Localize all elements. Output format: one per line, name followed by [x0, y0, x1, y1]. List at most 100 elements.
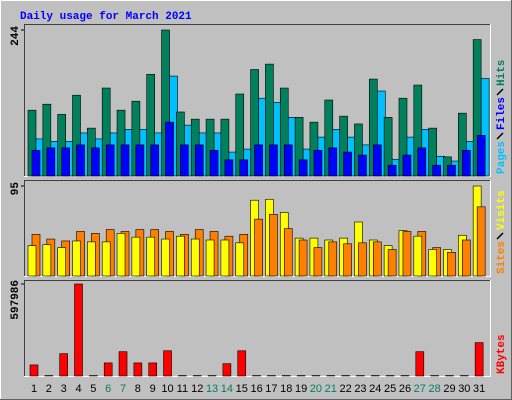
bar [209, 149, 219, 177]
bar [387, 249, 397, 277]
bar [372, 241, 382, 277]
bar [447, 164, 456, 177]
bar [222, 363, 232, 377]
x-tick-label: 8 [135, 383, 141, 395]
bar [269, 214, 278, 277]
x-tick-label: 2 [46, 383, 52, 395]
bar [190, 238, 200, 277]
chart-title: Daily usage for March 2021 [20, 11, 192, 23]
legend-label: Files [496, 97, 508, 130]
bar [283, 144, 293, 177]
x-tick-label: 31 [473, 383, 485, 395]
x-tick-label: 11 [177, 383, 188, 395]
bar [387, 164, 397, 177]
x-tick-label: 5 [90, 383, 96, 395]
bar [343, 151, 352, 177]
bar [283, 228, 293, 277]
bar [148, 362, 158, 377]
bar [120, 144, 130, 177]
bar [57, 247, 66, 277]
bar [239, 159, 249, 177]
legend-label: KBytes [496, 334, 508, 374]
bar [194, 144, 204, 177]
bar [432, 164, 441, 177]
bar [254, 218, 263, 277]
bar [328, 241, 338, 277]
bar [163, 350, 172, 377]
bar [76, 144, 85, 177]
bar [417, 147, 427, 177]
bar [476, 206, 486, 277]
panel [24, 280, 490, 376]
bar [269, 144, 278, 177]
x-tick-label: 15 [236, 383, 248, 395]
bar [131, 236, 141, 277]
x-tick-label: 16 [250, 383, 262, 395]
bar [103, 362, 113, 377]
legend-separator [496, 232, 504, 240]
bar [447, 252, 456, 277]
x-tick-label: 6 [105, 383, 111, 395]
x-tick-label: 9 [150, 383, 156, 395]
bar [101, 241, 111, 277]
bar [116, 233, 126, 277]
bar [150, 144, 160, 177]
bar [476, 135, 486, 177]
x-tick-label: 26 [399, 383, 411, 395]
y-tick-label: 597986 [10, 280, 22, 320]
bar [402, 231, 412, 277]
bar [224, 159, 234, 177]
x-tick-label: 21 [325, 383, 337, 395]
x-tick-label: 12 [191, 383, 203, 395]
legend-label: Sites [496, 241, 508, 274]
y-tick-label: 244 [10, 26, 22, 46]
bar [161, 238, 170, 277]
bar [298, 239, 308, 277]
bar [220, 239, 230, 277]
x-tick-label: 25 [384, 383, 396, 395]
bar [29, 364, 39, 377]
x-tick-label: 1 [31, 383, 37, 395]
bar [358, 154, 367, 177]
x-tick-label: 17 [265, 383, 277, 395]
bar [254, 144, 263, 177]
bar [313, 247, 323, 277]
bar [428, 249, 437, 277]
bar [59, 353, 68, 377]
bar [235, 242, 245, 277]
bar [313, 149, 323, 177]
x-tick-label: 28 [429, 383, 441, 395]
bar [372, 144, 382, 177]
bar [74, 283, 83, 377]
legend-separator [496, 132, 504, 140]
bar [118, 351, 128, 377]
x-tick-label: 23 [354, 383, 366, 395]
x-tick-label: 19 [295, 383, 307, 395]
bar [133, 362, 143, 377]
x-tick-label: 4 [75, 383, 81, 395]
x-tick-label: 7 [120, 383, 126, 395]
bar [474, 342, 484, 377]
bar [402, 154, 412, 177]
bar [27, 245, 37, 277]
x-tick-label: 24 [369, 383, 381, 395]
bar [146, 236, 156, 277]
x-tick-label: 3 [61, 383, 67, 395]
bar [205, 239, 215, 277]
bar [237, 350, 247, 377]
bar [165, 121, 174, 177]
bar [72, 240, 81, 277]
bar [298, 159, 308, 177]
bar [87, 241, 96, 277]
x-tick-label: 14 [221, 383, 233, 395]
x-tick-label: 13 [206, 383, 218, 395]
bar [462, 149, 471, 177]
x-tick-label: 18 [280, 383, 292, 395]
legend-separator [496, 88, 504, 96]
bar [328, 147, 338, 177]
bar [343, 243, 352, 277]
bar [61, 147, 70, 177]
bar [415, 351, 425, 377]
bar [358, 242, 367, 277]
